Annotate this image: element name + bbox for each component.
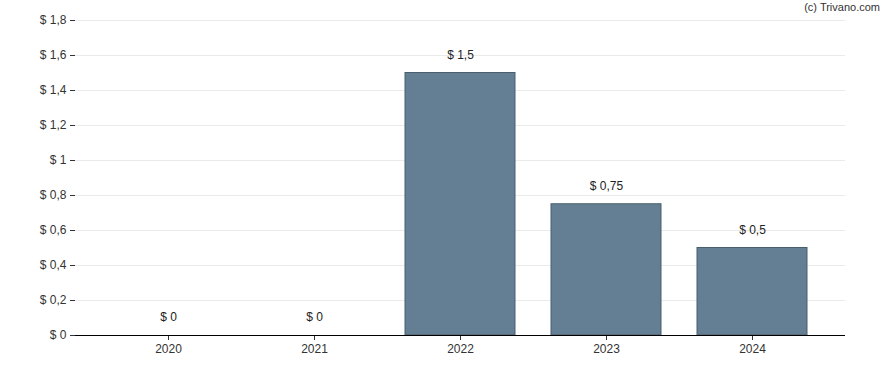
svg-text:$ 0: $ 0: [306, 310, 323, 324]
svg-text:$ 1,4: $ 1,4: [40, 83, 67, 97]
svg-text:$ 0,5: $ 0,5: [739, 223, 766, 237]
svg-text:2020: 2020: [155, 342, 182, 356]
svg-text:$ 0,75: $ 0,75: [590, 179, 624, 193]
svg-text:$ 1,2: $ 1,2: [40, 118, 67, 132]
svg-text:2021: 2021: [301, 342, 328, 356]
svg-text:$ 1,8: $ 1,8: [40, 13, 67, 27]
svg-text:$ 1,5: $ 1,5: [447, 48, 474, 62]
svg-text:2023: 2023: [593, 342, 620, 356]
svg-text:$ 1: $ 1: [50, 153, 67, 167]
html-text:(c) Trivano.com: (c) Trivano.com: [804, 1, 880, 13]
svg-text:$ 0: $ 0: [160, 310, 177, 324]
svg-text:2024: 2024: [739, 342, 766, 356]
svg-text:$ 0,2: $ 0,2: [40, 293, 67, 307]
svg-text:$ 0,4: $ 0,4: [40, 258, 67, 272]
svg-text:$ 0: $ 0: [50, 328, 67, 342]
svg-text:$ 0,6: $ 0,6: [40, 223, 67, 237]
svg-text:2022: 2022: [447, 342, 474, 356]
svg-text:$ 0,8: $ 0,8: [40, 188, 67, 202]
svg-text:$ 1,6: $ 1,6: [40, 48, 67, 62]
